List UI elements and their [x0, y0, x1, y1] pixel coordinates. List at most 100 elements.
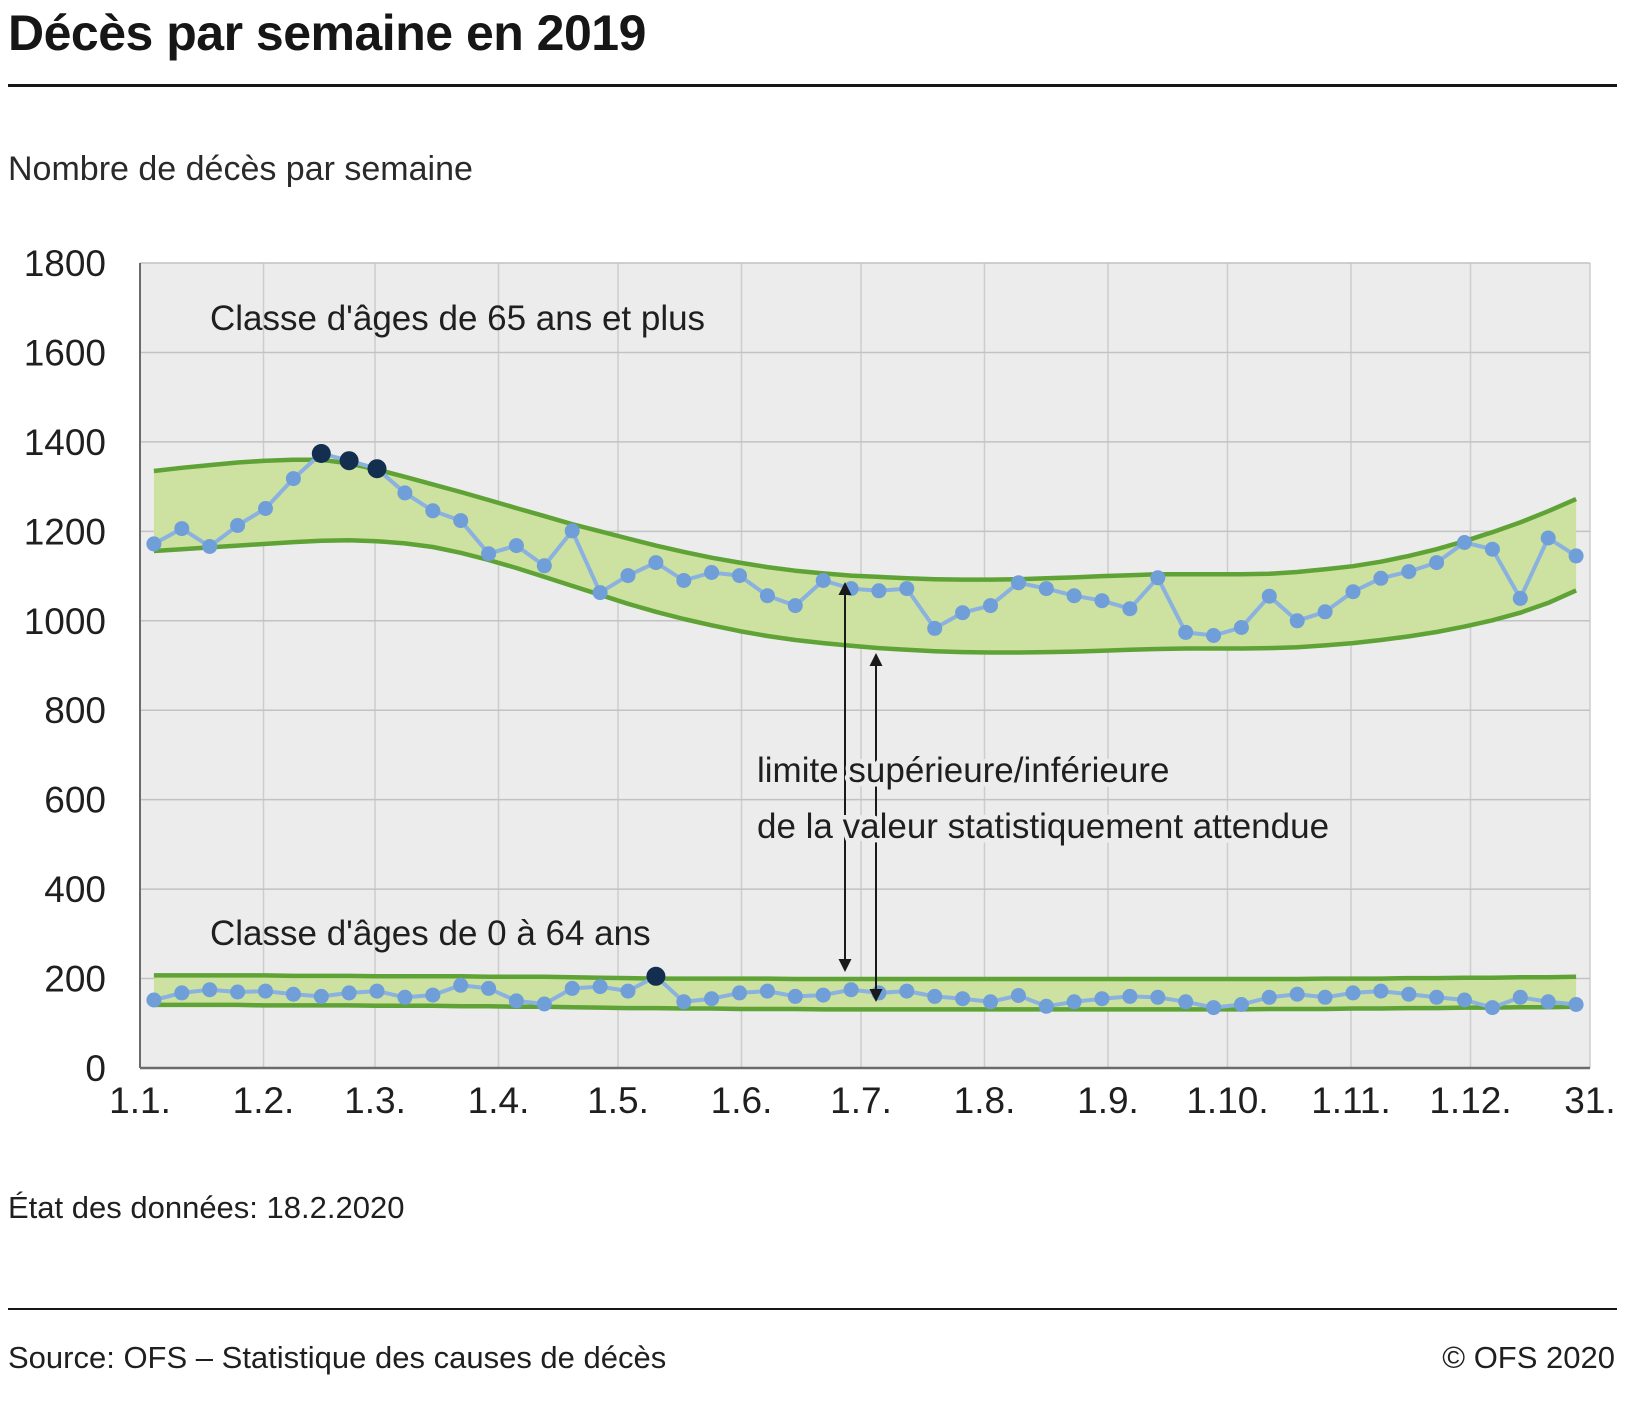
data-point: [955, 991, 971, 1007]
data-point: [620, 983, 636, 999]
data-point: [146, 992, 162, 1008]
data-point: [508, 993, 524, 1009]
data-point: [592, 585, 608, 601]
data-point: [202, 982, 218, 998]
data-point: [397, 485, 413, 501]
data-point: [1568, 548, 1584, 564]
exceedance-point: [367, 459, 387, 479]
data-point: [1233, 620, 1249, 635]
y-tick-label: 1000: [24, 601, 106, 642]
data-point: [871, 583, 887, 599]
data-point: [1317, 604, 1333, 620]
data-point: [1066, 588, 1082, 604]
data-point: [704, 565, 720, 580]
source-note: Source: OFS – Statistique des causes de …: [8, 1340, 667, 1375]
x-tick-label: 1.9.: [1077, 1080, 1139, 1121]
data-point: [1150, 570, 1166, 586]
data-point: [1484, 1000, 1500, 1016]
data-point: [1066, 994, 1082, 1010]
data-point: [1094, 991, 1110, 1007]
data-point: [759, 588, 775, 604]
data-point: [592, 979, 608, 995]
data-point: [397, 989, 413, 1005]
data-point: [1401, 986, 1417, 1002]
data-point: [564, 523, 580, 539]
data-point: [983, 994, 998, 1010]
observed-line: [152, 451, 1578, 638]
data-point: [313, 988, 329, 1004]
data-point: [508, 538, 524, 554]
data-point: [369, 983, 385, 999]
data-point: [453, 977, 469, 993]
x-tick-label: 1.8.: [954, 1080, 1016, 1121]
data-point: [1512, 590, 1528, 606]
y-tick-label: 0: [85, 1048, 106, 1089]
data-point: [536, 996, 552, 1012]
data-point: [1261, 588, 1277, 604]
data-point: [564, 980, 580, 996]
upper-limit-line: [153, 973, 1577, 982]
data-point: [146, 536, 162, 552]
arrowhead-down-icon: [869, 989, 883, 1002]
arrowhead-up-icon: [838, 582, 852, 595]
observed-line: [153, 974, 1577, 1010]
data-point: [202, 539, 218, 554]
data-point: [1233, 997, 1249, 1012]
data-point: [1401, 564, 1417, 580]
lower-limit-line: [153, 1002, 1577, 1012]
data-point: [1429, 989, 1445, 1005]
data-point: [1429, 555, 1445, 571]
data-point: [815, 573, 831, 588]
exceedance-point: [646, 966, 666, 986]
data-point: [927, 620, 943, 636]
annotation-text: limite supérieure/inférieure: [757, 751, 1169, 790]
data-point: [258, 501, 273, 516]
data-point: [676, 994, 692, 1010]
data-point: [1540, 530, 1556, 546]
x-tick-label: 1.3.: [344, 1080, 406, 1121]
data-point: [759, 983, 775, 999]
data-point: [732, 985, 747, 1001]
data-point: [1206, 628, 1222, 643]
x-tick-label: 1.12.: [1429, 1080, 1511, 1121]
data-point: [1512, 989, 1528, 1005]
data-point: [481, 980, 497, 996]
arrowhead-down-icon: [838, 959, 852, 972]
data-point: [1178, 994, 1194, 1010]
x-tick-label: 1.7.: [830, 1080, 892, 1121]
data-point: [1261, 989, 1277, 1005]
x-tick-label: 1.2.: [233, 1080, 295, 1121]
data-point: [1010, 575, 1026, 591]
data-point: [230, 518, 246, 533]
data-point: [453, 513, 469, 529]
chart-subtitle: Nombre de décès par semaine: [8, 150, 473, 188]
arrowhead-up-icon: [869, 653, 883, 666]
x-tick-label: 1.5.: [587, 1080, 649, 1121]
data-point: [1317, 989, 1333, 1005]
footer-divider: [8, 1308, 1617, 1310]
data-point: [481, 546, 497, 562]
data-point: [787, 598, 803, 614]
copyright-note: © OFS 2020: [1442, 1340, 1615, 1375]
y-tick-label: 200: [44, 959, 106, 1000]
y-tick-label: 400: [44, 869, 106, 910]
data-point: [1122, 601, 1138, 617]
data-point: [1206, 1000, 1222, 1016]
data-point: [174, 985, 190, 1001]
x-tick-label: 1.11.: [1311, 1080, 1391, 1121]
y-tick-label: 1800: [24, 243, 106, 284]
data-point: [1457, 535, 1472, 550]
data-point: [676, 573, 692, 588]
data-point: [285, 986, 301, 1002]
data-point: [1122, 988, 1138, 1004]
x-tick-label: 31.: [1564, 1080, 1615, 1121]
data-point: [425, 987, 441, 1003]
data-point: [983, 598, 998, 614]
y-tick-label: 800: [44, 690, 106, 731]
data-point: [341, 985, 357, 1001]
data-point: [258, 983, 273, 999]
data-point: [843, 982, 859, 998]
y-tick-label: 1600: [24, 332, 106, 373]
data-point: [899, 983, 915, 999]
series-label: Classe d'âges de 0 à 64 ans: [210, 914, 651, 953]
